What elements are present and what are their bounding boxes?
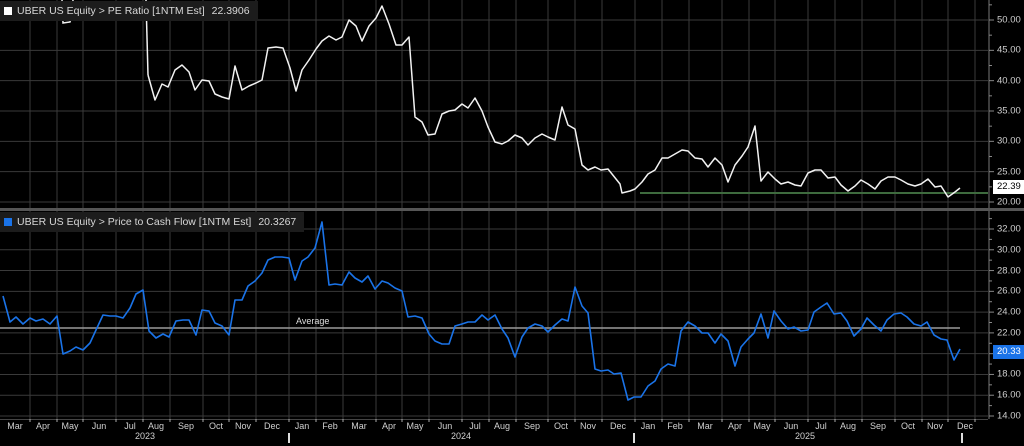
x-month-label: Dec <box>263 421 281 431</box>
y-tick-label: 30.00 <box>997 244 1021 256</box>
x-year-label: 2025 <box>794 431 816 441</box>
y-tick-label: 32.00 <box>997 223 1021 235</box>
x-month-label: Jan <box>294 421 310 431</box>
x-axis[interactable]: Mar Apr May Jun Jul Aug Sep Oct Nov Dec Jan Feb Mar A… <box>0 419 1024 446</box>
pe-legend[interactable]: UBER US Equity > PE Ratio [1NTM Est] 22.… <box>0 1 258 21</box>
y-tick-label: 40.00 <box>997 75 1021 87</box>
x-month-label: Jul <box>124 421 136 431</box>
x-month-label: Sep <box>523 421 541 431</box>
price-to-cash-flow-line <box>2 221 961 401</box>
x-month-label: Aug <box>147 421 165 431</box>
price-to-cash-flow-chart[interactable] <box>0 211 1024 419</box>
y-tick-label: 26.00 <box>997 285 1021 297</box>
x-month-label: May <box>406 421 424 431</box>
pcf-legend[interactable]: UBER US Equity > Price to Cash Flow [1NT… <box>0 212 305 232</box>
y-tick-label: 28.00 <box>997 265 1021 277</box>
x-month-label: Feb <box>667 421 683 431</box>
y-tick-label: 30.00 <box>997 135 1021 147</box>
x-month-label: Apr <box>381 421 397 431</box>
x-month-label: Jun <box>783 421 799 431</box>
y-tick-label: 22.00 <box>997 327 1021 339</box>
legend-field: PE Ratio [1NTM Est] <box>107 5 205 17</box>
legend-separator: > <box>98 216 105 228</box>
x-month-label: Jan <box>640 421 656 431</box>
x-month-label: Mar <box>697 421 713 431</box>
x-month-label: May <box>753 421 771 431</box>
x-month-label: Aug <box>839 421 857 431</box>
x-month-label: Dec <box>609 421 627 431</box>
pcf-last-price-tag: 20.33 <box>993 345 1024 359</box>
y-tick-label: 35.00 <box>997 105 1021 117</box>
x-year-label: 2023 <box>134 431 156 441</box>
y-tick-label: 18.00 <box>997 368 1021 380</box>
x-month-label: Oct <box>553 421 569 431</box>
year-separator-2025 <box>633 433 635 443</box>
x-month-label: Nov <box>579 421 597 431</box>
legend-separator: > <box>98 5 105 17</box>
x-month-label: Jun <box>437 421 453 431</box>
y-tick-label: 45.00 <box>997 44 1021 56</box>
x-month-label: Sep <box>177 421 195 431</box>
year-separator-2024 <box>288 433 290 443</box>
x-month-label: Oct <box>208 421 224 431</box>
y-tick-label: 24.00 <box>997 306 1021 318</box>
legend-last-value: 22.3906 <box>211 5 250 17</box>
x-month-label: Feb <box>322 421 338 431</box>
legend-security: UBER US Equity <box>17 216 96 228</box>
x-month-label: Aug <box>493 421 511 431</box>
y-tick-label: 14.00 <box>997 410 1021 422</box>
x-month-label: Apr <box>35 421 51 431</box>
x-month-label: Nov <box>234 421 252 431</box>
pe-ratio-line <box>147 5 961 198</box>
white-square-swatch-icon <box>4 7 12 15</box>
x-month-label: Nov <box>926 421 944 431</box>
legend-security: UBER US Equity <box>17 5 96 17</box>
legend-field: Price to Cash Flow [1NTM Est] <box>107 216 252 228</box>
x-month-label: Oct <box>900 421 916 431</box>
average-label: Average <box>296 316 330 326</box>
x-month-label: Mar <box>7 421 23 431</box>
x-month-label: Apr <box>727 421 743 431</box>
x-month-label: Jun <box>91 421 107 431</box>
y-tick-label: 20.00 <box>997 196 1021 208</box>
year-separator-2026 <box>961 433 963 443</box>
y-tick-label: 50.00 <box>997 14 1021 26</box>
x-month-label: Jul <box>815 421 827 431</box>
blue-square-swatch-icon <box>4 218 12 226</box>
pe-ratio-chart[interactable] <box>0 0 1024 209</box>
x-month-label: Sep <box>869 421 887 431</box>
y-tick-label: 16.00 <box>997 389 1021 401</box>
pe-last-price-tag: 22.39 <box>993 180 1024 194</box>
x-month-label: May <box>61 421 79 431</box>
x-month-label: Mar <box>351 421 367 431</box>
price-to-cash-flow-panel: UBER US Equity > Price to Cash Flow [1NT… <box>0 211 1024 422</box>
y-tick-label: 25.00 <box>997 166 1021 178</box>
pe-ratio-panel: UBER US Equity > PE Ratio [1NTM Est] 22.… <box>0 0 1024 209</box>
legend-last-value: 20.3267 <box>258 216 297 228</box>
x-month-label: Jul <box>469 421 481 431</box>
x-month-label: Dec <box>956 421 974 431</box>
x-year-label: 2024 <box>450 431 472 441</box>
panel-divider[interactable] <box>0 208 1024 211</box>
